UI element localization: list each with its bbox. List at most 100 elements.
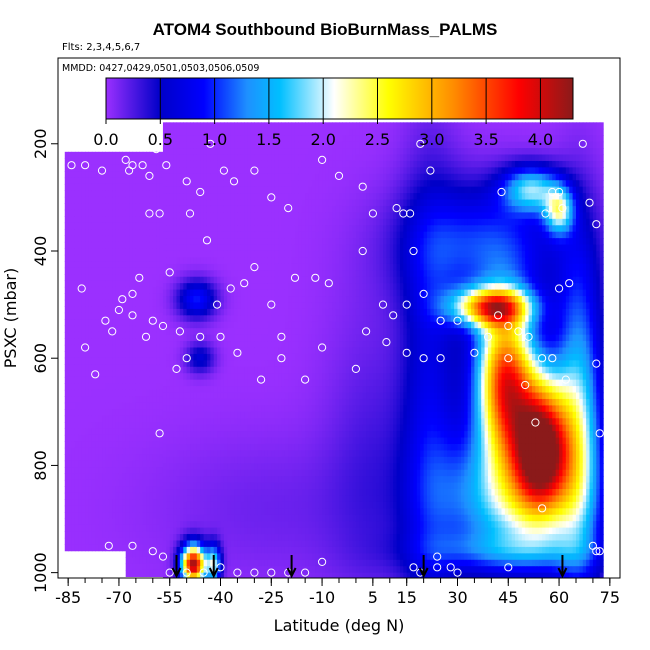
heatmap-cell — [234, 482, 239, 490]
heatmap-cell — [81, 177, 86, 185]
heatmap-cell — [173, 238, 178, 246]
heatmap-cell — [200, 392, 205, 400]
heatmap-cell — [237, 148, 242, 156]
heatmap-cell — [240, 199, 245, 207]
heatmap-cell — [139, 550, 144, 558]
heatmap-cell — [234, 469, 239, 477]
heatmap-cell — [152, 370, 157, 378]
heatmap-cell — [210, 180, 215, 188]
heatmap-cell — [115, 344, 120, 352]
heatmap-cell — [193, 205, 198, 213]
heatmap-cell — [210, 456, 215, 464]
heatmap-cell — [213, 424, 218, 432]
heatmap-cell — [183, 559, 188, 567]
heatmap-cell — [223, 186, 228, 194]
heatmap-cell — [213, 276, 218, 284]
heatmap-cell — [223, 193, 228, 201]
heatmap-cell — [152, 441, 157, 449]
heatmap-cell — [115, 164, 120, 172]
heatmap-cell — [122, 267, 127, 275]
heatmap-cell — [112, 524, 117, 532]
heatmap-cell — [240, 353, 245, 361]
heatmap-cell — [237, 315, 242, 323]
heatmap-cell — [132, 499, 137, 507]
heatmap-cell — [223, 392, 228, 400]
heatmap-cell — [166, 321, 171, 329]
heatmap-cell — [183, 328, 188, 336]
heatmap-cell — [213, 572, 218, 578]
heatmap-cell — [91, 164, 96, 172]
heatmap-cell — [176, 135, 181, 143]
heatmap-cell — [220, 418, 225, 426]
heatmap-cell — [186, 405, 191, 413]
heatmap-cell — [129, 499, 134, 507]
heatmap-cell — [108, 486, 113, 494]
heatmap-cell — [146, 505, 151, 513]
heatmap-cell — [129, 325, 134, 333]
heatmap-cell — [176, 173, 181, 181]
heatmap-cell — [98, 357, 103, 365]
heatmap-cell — [68, 396, 73, 404]
heatmap-cell — [169, 489, 174, 497]
heatmap-cell — [81, 454, 86, 462]
heatmap-cell — [223, 328, 228, 336]
heatmap-cell — [98, 479, 103, 487]
heatmap-cell — [196, 257, 201, 265]
heatmap-cell — [206, 411, 211, 419]
heatmap-cell — [159, 190, 164, 198]
heatmap-cell — [112, 364, 117, 372]
heatmap-cell — [244, 148, 249, 156]
heatmap-cell — [95, 306, 100, 314]
heatmap-cell — [213, 347, 218, 355]
heatmap-cell — [206, 508, 211, 516]
heatmap-cell — [156, 299, 161, 307]
heatmap-cell — [71, 209, 76, 217]
heatmap-cell — [162, 347, 167, 355]
heatmap-cell — [102, 447, 106, 455]
heatmap-cell — [149, 518, 154, 526]
heatmap-cell — [159, 177, 164, 185]
heatmap-cell — [142, 325, 147, 333]
heatmap-cell — [81, 331, 86, 339]
heatmap-cell — [186, 128, 191, 136]
heatmap-cell — [173, 347, 178, 355]
heatmap-cell — [88, 229, 93, 237]
heatmap-cell — [146, 499, 151, 507]
heatmap-cell — [98, 447, 103, 455]
heatmap-cell — [139, 499, 144, 507]
heatmap-cell — [200, 463, 205, 471]
heatmap-cell — [220, 270, 225, 278]
heatmap-cell — [146, 293, 151, 301]
heatmap-cell — [129, 441, 134, 449]
heatmap-cell — [234, 180, 239, 188]
heatmap-cell — [169, 231, 174, 239]
heatmap-cell — [88, 357, 93, 365]
heatmap-cell — [190, 540, 195, 548]
heatmap-cell — [203, 263, 208, 271]
heatmap-cell — [115, 531, 120, 539]
heatmap-cell — [227, 154, 232, 162]
heatmap-cell — [142, 222, 147, 230]
heatmap-cell — [68, 344, 73, 352]
heatmap-cell — [217, 283, 222, 291]
heatmap-cell — [142, 331, 147, 339]
heatmap-cell — [193, 373, 198, 381]
heatmap-cell — [118, 338, 123, 346]
heatmap-cell — [162, 469, 167, 477]
heatmap-cell — [81, 235, 86, 243]
heatmap-cell — [179, 553, 184, 561]
heatmap-cell — [115, 376, 120, 384]
heatmap-cell — [206, 366, 211, 374]
heatmap-cell — [190, 173, 195, 181]
heatmap-cell — [200, 199, 205, 207]
heatmap-cell — [91, 415, 96, 423]
heatmap-cell — [159, 331, 164, 339]
heatmap-cell — [190, 489, 195, 497]
heatmap-cell — [193, 418, 198, 426]
heatmap-cell — [234, 263, 239, 271]
heatmap-cell — [91, 209, 96, 217]
heatmap-cell — [105, 544, 110, 552]
heatmap-cell — [142, 518, 147, 526]
heatmap-cell — [149, 454, 154, 462]
heatmap-cell — [74, 254, 79, 262]
